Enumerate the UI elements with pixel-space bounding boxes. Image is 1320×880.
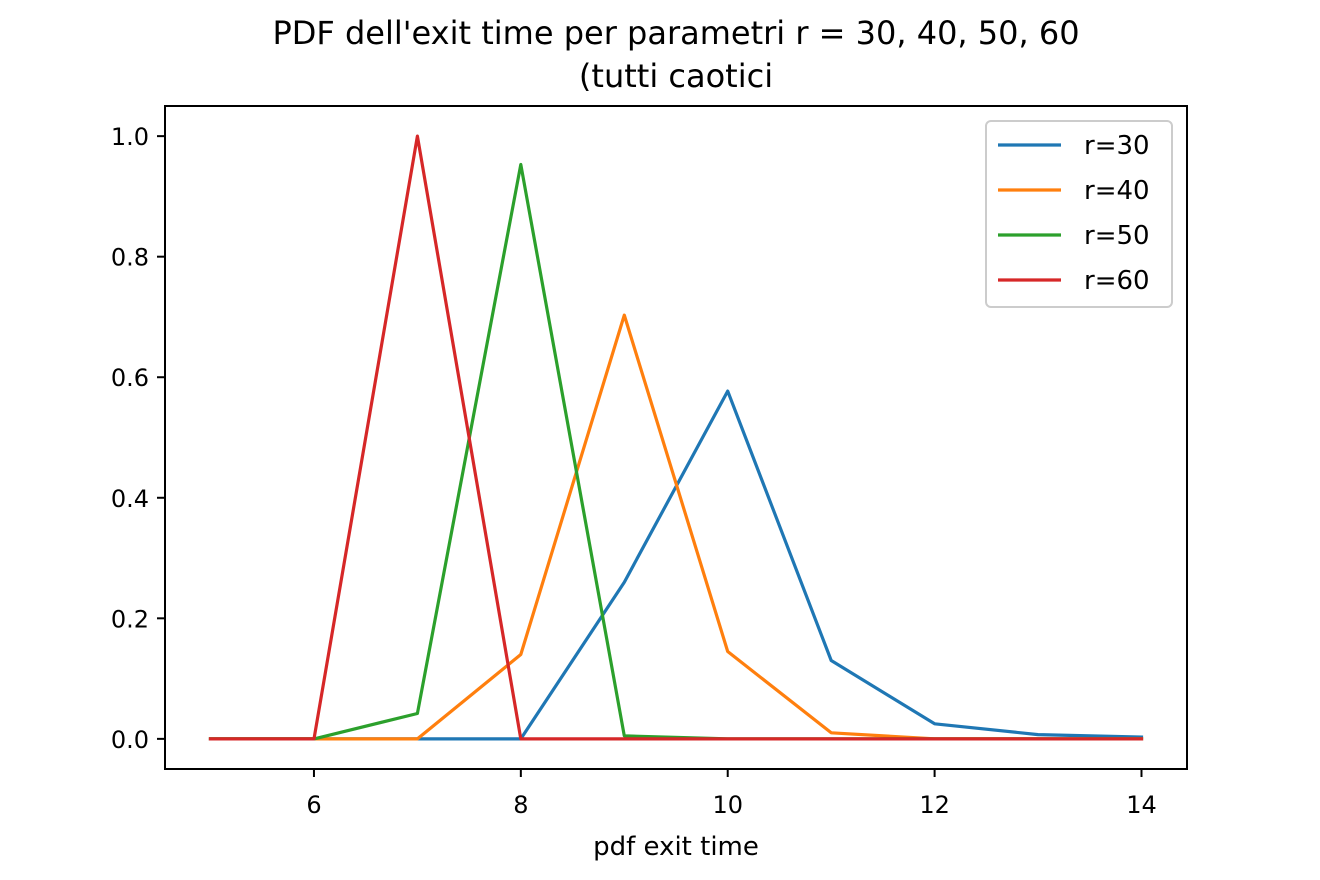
chart-title: PDF dell'exit time per parametri r = 30,… <box>272 14 1079 52</box>
y-tick-label: 0.2 <box>111 605 149 633</box>
y-tick-label: 1.0 <box>111 123 149 151</box>
series-line-r-60 <box>208 134 1144 741</box>
legend-label: r=50 <box>1084 221 1150 251</box>
x-tick-label: 10 <box>712 791 743 819</box>
x-axis-label: pdf exit time <box>593 832 759 862</box>
x-tick-label: 14 <box>1126 791 1157 819</box>
chart-subtitle: (tutti caotici <box>579 57 773 95</box>
x-tick-label: 8 <box>513 791 528 819</box>
legend-box <box>985 120 1173 308</box>
y-tick-label: 0.8 <box>111 244 149 272</box>
legend: r=30 r=40 r=50 r=60 <box>985 120 1173 308</box>
y-tick-label: 0.0 <box>111 726 149 754</box>
x-tick-label: 12 <box>919 791 950 819</box>
legend-label: r=60 <box>1084 266 1150 296</box>
y-tick-label: 0.6 <box>111 364 149 392</box>
legend-label: r=40 <box>1084 176 1150 206</box>
y-tick-label: 0.4 <box>111 485 149 513</box>
plot-frame <box>164 105 1188 770</box>
plot-area <box>208 134 1144 741</box>
legend-entries: r=30 r=40 r=50 r=60 <box>998 131 1150 296</box>
legend-label: r=30 <box>1084 131 1150 161</box>
x-tick-label: 6 <box>306 791 321 819</box>
axes-ticks: 6 8 10 12 14 0.0 0.2 0.4 0.6 0.8 1.0 <box>111 123 1157 819</box>
series-line-r-30 <box>208 389 1144 741</box>
